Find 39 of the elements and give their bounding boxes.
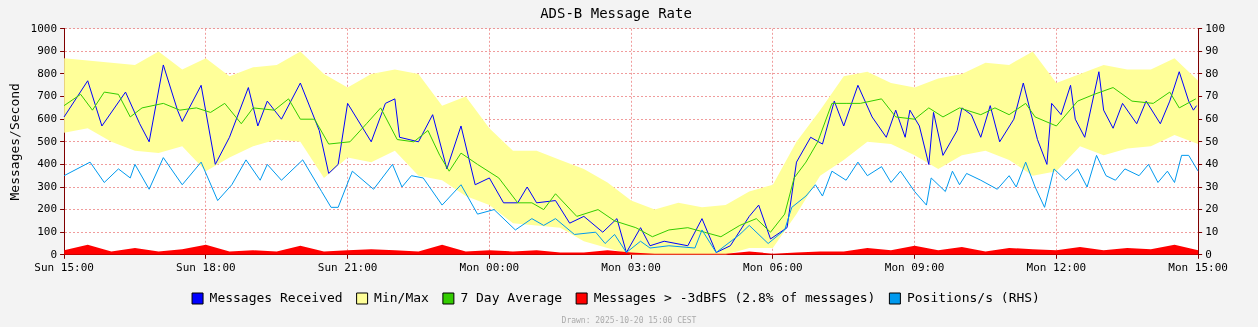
- x-tick-label: Mon 03:00: [601, 261, 661, 275]
- legend-label: Min/Max: [374, 289, 430, 305]
- y-axis-title: Messages/Second: [7, 83, 23, 201]
- y-tick-label: 0: [50, 247, 58, 261]
- x-tick-label: Mon 06:00: [743, 261, 803, 275]
- y2-tick-label: 60: [1205, 112, 1219, 126]
- y2-tick-label: 40: [1205, 157, 1219, 171]
- y-tick-label: 600: [37, 112, 58, 126]
- y2-tick-label: 0: [1205, 247, 1212, 261]
- x-tick-label: Mon 15:00: [1168, 261, 1228, 275]
- x-tick-label: Mon 12:00: [1026, 261, 1087, 275]
- y-tick-label: 800: [37, 66, 58, 80]
- x-tick-label: Sun 15:00: [34, 261, 94, 275]
- legend-label: 7 Day Average: [460, 289, 563, 305]
- y2-tick-label: 10: [1205, 225, 1219, 239]
- legend-label: Messages > -3dBFS (2.8% of messages): [593, 289, 876, 305]
- y-tick-label: 900: [37, 44, 58, 58]
- y-tick-label: 1000: [30, 21, 58, 35]
- y2-tick-label: 90: [1205, 44, 1219, 58]
- y2-tick-label: 70: [1205, 89, 1219, 103]
- text: Drawn: 2025-10-20 15:00 CEST: [561, 316, 697, 326]
- x-tick-label: Sun 18:00: [176, 261, 236, 275]
- y-tick-label: 400: [37, 157, 58, 171]
- y-tick-label: 100: [37, 225, 58, 239]
- y2-tick-label: 50: [1205, 134, 1219, 148]
- y2-tick-label: 100: [1205, 21, 1226, 35]
- legend-label: Positions/s (RHS): [906, 289, 1040, 305]
- y2-tick-label: 30: [1205, 179, 1219, 193]
- legend-label: Messages Received: [209, 289, 343, 305]
- y-tick-label: 500: [37, 134, 58, 148]
- y-tick-label: 300: [37, 179, 58, 193]
- y2-tick-label: 20: [1205, 202, 1219, 216]
- x-tick-label: Mon 00:00: [459, 261, 520, 275]
- y-tick-label: 200: [37, 202, 58, 216]
- x-tick-label: Mon 09:00: [884, 261, 945, 275]
- y2-tick-label: 80: [1205, 66, 1219, 80]
- y-tick-label: 700: [37, 89, 58, 103]
- chart-title: ADS-B Message Rate: [540, 5, 692, 22]
- x-tick-label: Sun 21:00: [317, 261, 378, 275]
